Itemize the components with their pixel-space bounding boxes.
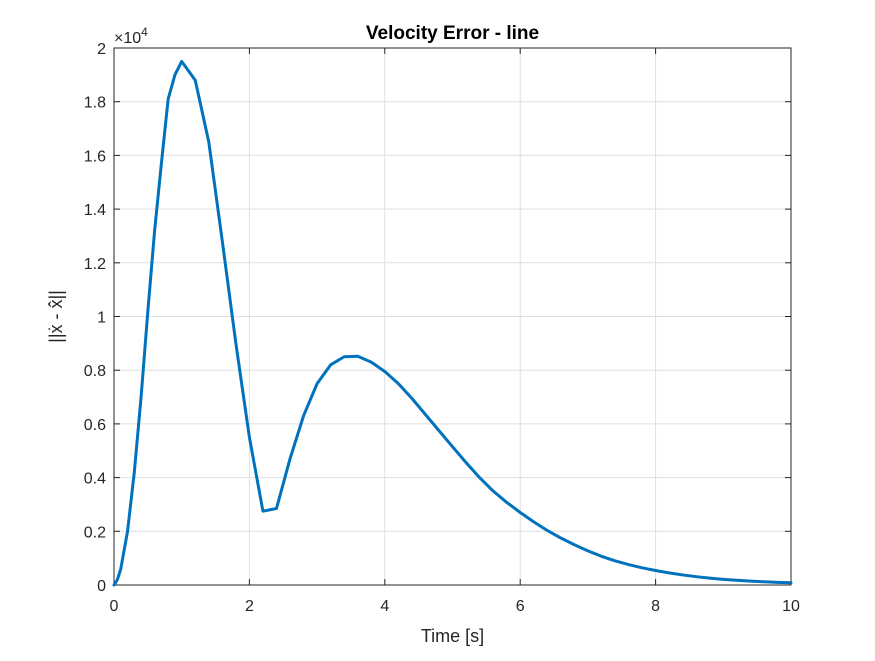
x-axis-label: Time [s] — [421, 626, 484, 646]
series-line — [112, 59, 793, 587]
y-axis-exponent-power: 4 — [141, 25, 148, 39]
x-tick-label: 2 — [245, 598, 254, 615]
x-tick-label: 0 — [110, 598, 119, 615]
x-tick-label: 10 — [782, 598, 800, 615]
y-tick-label: 1.2 — [84, 256, 106, 273]
y-axis-label: ||ẋ - ẋ̂|| — [46, 290, 66, 343]
y-tick-label: 1.8 — [84, 95, 106, 112]
y-axis-exponent: ×104 — [114, 25, 148, 47]
x-tick-label: 6 — [516, 598, 525, 615]
ticks: 0 2 4 6 8 10 0 0.2 0.4 0.6 0.8 1 1.2 1.4 1.6 1.8 2 — [84, 41, 800, 615]
chart-title: Velocity Error - line — [366, 23, 539, 44]
y-tick-label: 0.6 — [84, 417, 106, 434]
y-tick-label: 0.2 — [84, 524, 106, 541]
y-tick-label: 0.4 — [84, 471, 106, 488]
y-tick-label: 2 — [97, 41, 106, 58]
y-tick-label: 1 — [97, 310, 106, 327]
x-tick-label: 4 — [380, 598, 389, 615]
y-tick-label: 1.4 — [84, 202, 106, 219]
x-tick-label: 8 — [651, 598, 660, 615]
y-tick-label: 0.8 — [84, 363, 106, 380]
grid — [113, 47, 792, 586]
y-tick-label: 1.6 — [84, 148, 106, 165]
y-tick-label: 0 — [97, 578, 106, 595]
y-axis-exponent-base: ×10 — [114, 30, 141, 47]
